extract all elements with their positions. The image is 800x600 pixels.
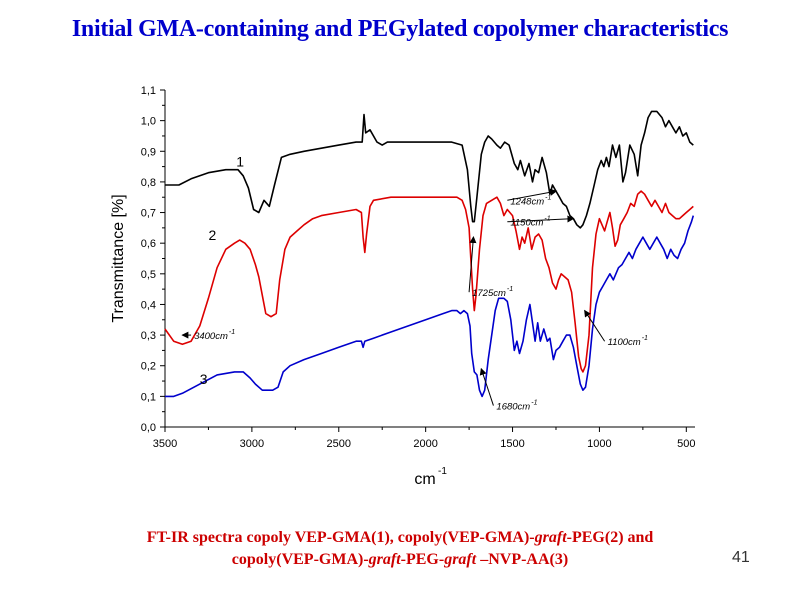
peak-arrow [584, 309, 606, 342]
slide-title: Initial GMA-containing and PEGylated cop… [71, 16, 729, 42]
y-tick-label: 0,6 [141, 238, 156, 250]
x-tick-label: 2000 [413, 438, 437, 450]
page-number: 41 [732, 549, 750, 566]
x-tick-label: 3000 [240, 438, 264, 450]
series-number-label: 3 [200, 371, 208, 387]
peak-arrow [479, 367, 494, 406]
peak-label-sup: -1 [545, 194, 551, 201]
y-tick-label: 1,1 [141, 85, 156, 97]
y-tick-label: 0,7 [141, 208, 156, 220]
x-tick-label: 3500 [153, 438, 177, 450]
y-tick-label: 1,0 [141, 116, 156, 128]
peak-label-sup: -1 [507, 286, 513, 293]
y-tick-label: 0,1 [141, 391, 156, 403]
x-tick-label: 1500 [500, 438, 524, 450]
y-axis-label: Transmittance [%] [110, 194, 127, 322]
y-tick-label: 0,5 [141, 269, 156, 281]
x-tick-label: 500 [677, 438, 695, 450]
peak-label: 1150cm [510, 218, 543, 229]
peak-label: 1725cm [472, 288, 506, 299]
x-axis-label: cm [414, 471, 435, 488]
series-line-1 [165, 110, 694, 229]
series-line-2 [164, 190, 694, 373]
y-tick-label: 0,3 [141, 330, 156, 342]
peak-arrow [468, 236, 477, 293]
caption-line-1: FT-IR spectra copoly VEP-GMA(1), copoly(… [146, 529, 654, 546]
y-tick-label: 0,8 [141, 177, 156, 189]
axes: 3500 3000 2500 2000 1500 1000 500 0,0 0,1 0,2 0,3 0… [110, 85, 695, 488]
y-tick-label: 0,9 [141, 146, 156, 158]
x-tick-label: 2500 [327, 438, 351, 450]
x-axis-label-sup: -1 [438, 466, 447, 477]
peak-arrow [507, 188, 558, 201]
peak-label: 1248cm [510, 196, 544, 207]
x-tick-label: 1000 [587, 438, 611, 450]
peak-label-sup: -1 [229, 329, 235, 336]
peak-label-sup: -1 [642, 335, 648, 342]
series-line-3 [165, 215, 695, 398]
peak-label: 1100cm [608, 337, 641, 348]
series-lines [164, 110, 695, 398]
y-tick-label: 0,2 [141, 361, 156, 373]
series-number-label: 1 [236, 154, 244, 170]
peak-label: 3400cm [194, 331, 228, 342]
peak-label-sup: -1 [544, 216, 550, 223]
peak-label: 1680cm [496, 402, 530, 413]
peak-label-sup: -1 [531, 400, 537, 407]
series-number-label: 2 [208, 227, 216, 243]
figure-caption: FT-IR spectra copoly VEP-GMA(1), copoly(… [40, 527, 760, 571]
y-tick-label: 0,0 [141, 422, 156, 434]
peak-arrow [507, 215, 575, 223]
y-tick-label: 0,4 [141, 299, 156, 311]
caption-line-2: copoly(VEP-GMA)-graft-PEG-graft –NVP-AA(… [231, 551, 569, 568]
